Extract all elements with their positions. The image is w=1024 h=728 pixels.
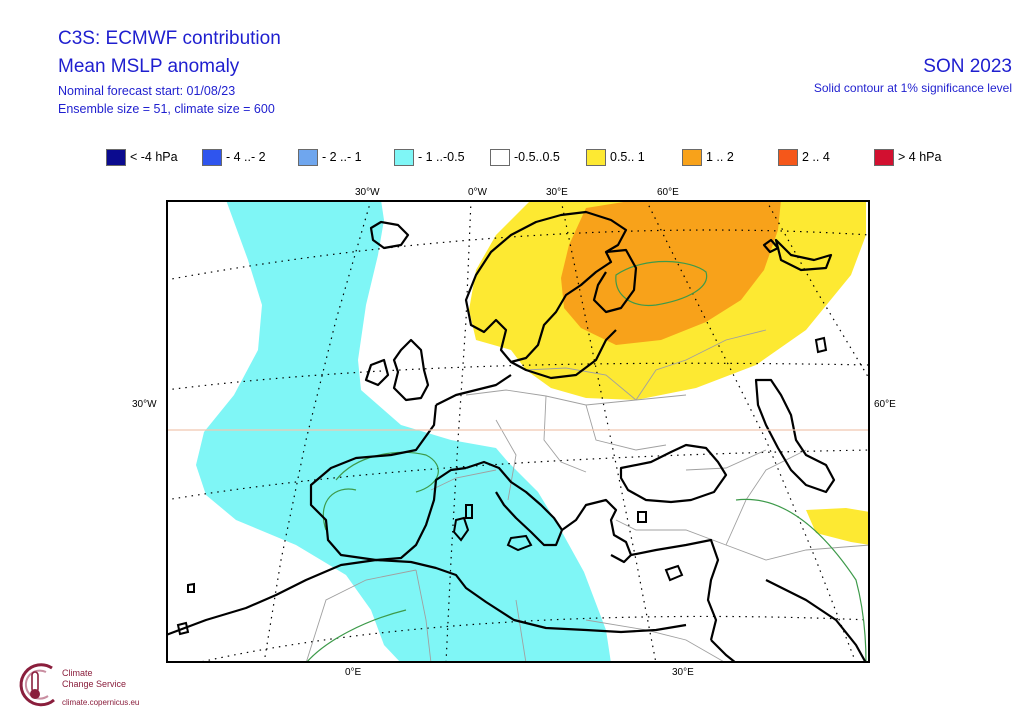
graticule [166, 200, 870, 663]
map-frame [166, 200, 870, 663]
lat-label-30w-left: 30°W [132, 399, 157, 410]
legend-swatch [586, 148, 606, 166]
anomaly-area-yellow-east [806, 508, 870, 545]
lon-label-30e-top: 30°E [546, 187, 568, 198]
c3s-logo: Climate Change Service climate.copernicu… [12, 654, 182, 714]
legend-item: - 1 ..-0.5 [394, 147, 465, 167]
lat-label-60e-right: 60°E [874, 399, 896, 410]
forecast-start-text: Nominal forecast start: 01/08/23 [58, 84, 236, 98]
season-label: SON 2023 [923, 56, 1012, 77]
map-title: C3S: ECMWF contribution [58, 28, 281, 49]
legend-label: - 2 ..- 1 [322, 150, 362, 164]
lon-label-0e-bottom: 0°E [345, 667, 362, 678]
legend-swatch [874, 148, 894, 166]
coastlines [166, 210, 867, 663]
legend-item: 1 .. 2 [682, 147, 734, 167]
significance-note: Solid contour at 1% significance level [813, 81, 1012, 95]
legend-label: 0.5.. 1 [610, 150, 645, 164]
legend-item: - 2 ..- 1 [298, 147, 362, 167]
legend-item: 2 .. 4 [778, 147, 830, 167]
lon-label-30w-top: 30°W [355, 187, 380, 198]
lon-label-30e-bottom: 30°E [672, 667, 694, 678]
legend-swatch [202, 148, 222, 166]
map-subtitle: Mean MSLP anomaly [58, 56, 240, 77]
legend-label: -0.5..0.5 [514, 150, 560, 164]
legend-swatch [298, 148, 318, 166]
legend-swatch [682, 148, 702, 166]
lon-label-60e-top: 60°E [657, 187, 679, 198]
legend-item: - 4 ..- 2 [202, 147, 266, 167]
legend-label: < -4 hPa [130, 150, 178, 164]
color-legend: < -4 hPa - 4 ..- 2 - 2 ..- 1 - 1 ..-0.5 … [106, 147, 966, 167]
country-borders [305, 329, 870, 663]
legend-label: 1 .. 2 [706, 150, 734, 164]
legend-item: -0.5..0.5 [490, 147, 560, 167]
legend-swatch [490, 148, 510, 166]
legend-label: 2 .. 4 [802, 150, 830, 164]
legend-swatch [778, 148, 798, 166]
lon-label-0w-top: 0°W [468, 187, 487, 198]
logo-text-service: Change Service [62, 679, 127, 689]
islands [176, 336, 828, 636]
ensemble-size-text: Ensemble size = 51, climate size = 600 [58, 102, 275, 116]
legend-swatch [106, 148, 126, 166]
thermometer-logo-icon [19, 663, 55, 707]
legend-label: - 1 ..-0.5 [418, 150, 465, 164]
legend-label: > 4 hPa [898, 150, 942, 164]
legend-swatch [394, 148, 414, 166]
legend-item: < -4 hPa [106, 147, 178, 167]
mslp-anomaly-map [166, 200, 870, 663]
legend-label: - 4 ..- 2 [226, 150, 266, 164]
logo-text-climate: Climate [62, 668, 93, 678]
legend-item: 0.5.. 1 [586, 147, 645, 167]
logo-url: climate.copernicus.eu [62, 698, 140, 707]
anomaly-area-cyan [196, 200, 611, 663]
legend-item: > 4 hPa [874, 147, 941, 167]
